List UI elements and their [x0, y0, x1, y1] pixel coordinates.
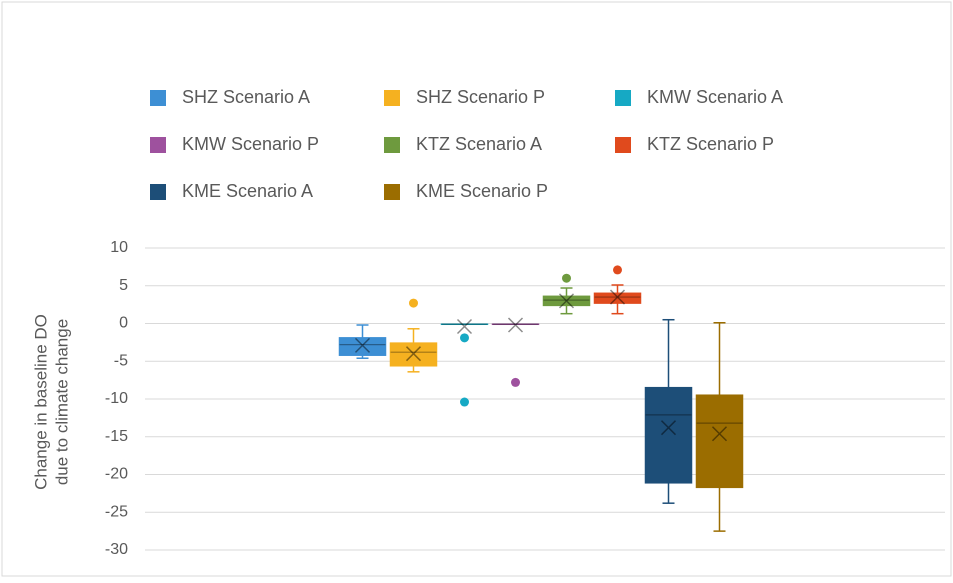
outlier — [613, 265, 622, 274]
outlier — [460, 333, 469, 342]
y-tick-label: 10 — [110, 239, 128, 256]
legend-swatch — [150, 90, 166, 106]
legend-label: KTZ Scenario A — [416, 134, 542, 154]
y-axis-label-line: Change in baseline DO — [31, 314, 50, 490]
y-tick-label: -10 — [105, 390, 128, 407]
outlier — [562, 274, 571, 283]
legend-swatch — [150, 184, 166, 200]
y-tick-label: -30 — [105, 541, 128, 558]
box — [697, 395, 743, 487]
y-tick-label: 5 — [119, 277, 128, 294]
legend-swatch — [384, 90, 400, 106]
legend-label: KMW Scenario A — [647, 87, 783, 107]
y-tick-label: -5 — [114, 352, 128, 369]
box — [595, 293, 641, 303]
legend-label: KME Scenario A — [182, 181, 313, 201]
y-axis-label-line: due to climate change — [52, 319, 71, 485]
y-tick-label: 0 — [119, 315, 128, 332]
legend-swatch — [384, 137, 400, 153]
outlier — [409, 299, 418, 308]
y-tick-label: -20 — [105, 466, 128, 483]
box — [340, 338, 386, 355]
legend-label: KTZ Scenario P — [647, 134, 774, 154]
legend-swatch — [615, 90, 631, 106]
legend-swatch — [150, 137, 166, 153]
box — [646, 388, 692, 483]
outlier — [511, 378, 520, 387]
legend-label: KME Scenario P — [416, 181, 548, 201]
y-tick-label: -25 — [105, 503, 128, 520]
legend-swatch — [615, 137, 631, 153]
outlier — [460, 398, 469, 407]
legend-swatch — [384, 184, 400, 200]
legend-label: KMW Scenario P — [182, 134, 319, 154]
legend-label: SHZ Scenario A — [182, 87, 310, 107]
y-tick-label: -15 — [105, 428, 128, 445]
legend-label: SHZ Scenario P — [416, 87, 545, 107]
